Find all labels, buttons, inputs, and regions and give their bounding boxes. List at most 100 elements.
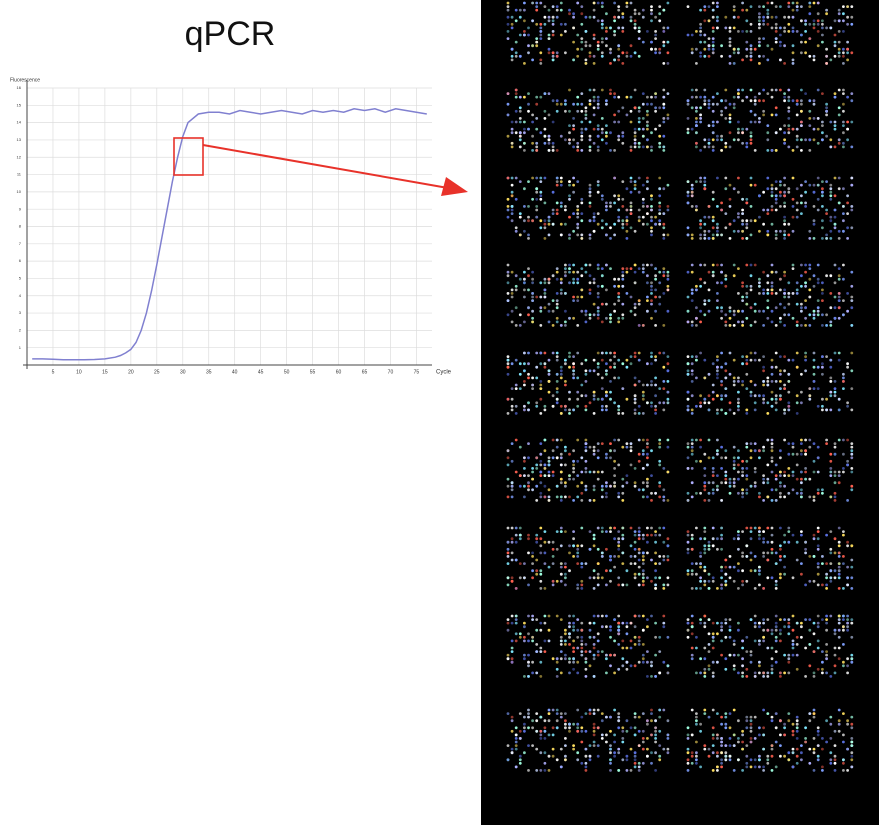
spot	[601, 321, 604, 324]
spot	[572, 317, 575, 320]
spot	[539, 306, 542, 309]
spot	[758, 359, 761, 362]
spot	[642, 16, 645, 19]
spot	[695, 142, 698, 145]
spot	[766, 138, 769, 141]
spot	[646, 723, 649, 726]
plot: 1234567891011121314151651015202530354045…	[17, 80, 432, 375]
spot	[750, 184, 753, 187]
spot	[601, 530, 604, 533]
spot	[642, 92, 645, 95]
spot	[787, 409, 790, 412]
spot	[646, 103, 649, 106]
spot	[729, 117, 732, 120]
spot	[621, 726, 624, 729]
spot	[775, 394, 778, 397]
spot	[527, 664, 530, 667]
spot	[850, 306, 853, 309]
spot	[568, 391, 571, 394]
spot	[539, 30, 542, 33]
spot	[630, 267, 633, 270]
spot	[817, 566, 820, 569]
spot	[838, 544, 841, 547]
spot	[838, 317, 841, 320]
spot	[766, 481, 769, 484]
spot	[667, 672, 670, 675]
spot	[703, 748, 706, 751]
spot	[758, 496, 761, 499]
spot	[800, 202, 803, 205]
spot	[654, 96, 657, 99]
spot	[662, 499, 665, 502]
spot	[531, 615, 534, 618]
spot	[737, 401, 740, 404]
spot	[630, 16, 633, 19]
spot	[724, 744, 727, 747]
spot	[535, 712, 538, 715]
spot	[642, 216, 645, 219]
spot	[787, 474, 790, 477]
spot	[658, 758, 661, 761]
spot	[560, 180, 563, 183]
spot	[813, 751, 816, 754]
spot	[834, 730, 837, 733]
spot	[838, 12, 841, 15]
spot	[834, 474, 837, 477]
spot	[779, 5, 782, 8]
spot	[572, 625, 575, 628]
spot	[771, 380, 774, 383]
spot	[642, 103, 645, 106]
spot	[762, 324, 765, 327]
spot	[699, 9, 702, 12]
spot	[703, 537, 706, 540]
spot	[630, 449, 633, 452]
spot	[630, 209, 633, 212]
spot	[775, 488, 778, 491]
spot	[564, 110, 567, 113]
spot	[783, 618, 786, 621]
spot	[511, 310, 514, 313]
spot	[589, 576, 592, 579]
spot	[507, 292, 510, 295]
spot	[548, 629, 551, 632]
spot	[846, 625, 849, 628]
spot	[556, 712, 559, 715]
spot	[712, 96, 715, 99]
spot	[519, 34, 522, 37]
spot	[775, 237, 778, 240]
spot	[548, 9, 551, 12]
spot	[792, 453, 795, 456]
spot	[572, 615, 575, 618]
spot	[762, 622, 765, 625]
spot	[507, 584, 510, 587]
spot	[572, 41, 575, 44]
spot	[630, 464, 633, 467]
spot	[699, 537, 702, 540]
spot	[729, 409, 732, 412]
spot	[695, 460, 698, 463]
spot	[585, 369, 588, 372]
spot	[511, 719, 514, 722]
spot	[687, 541, 690, 544]
spot	[548, 496, 551, 499]
spot	[548, 474, 551, 477]
spot	[572, 138, 575, 141]
spot	[548, 488, 551, 491]
spot	[609, 730, 612, 733]
spot	[572, 744, 575, 747]
spot	[766, 124, 769, 127]
spot	[762, 530, 765, 533]
spot	[762, 672, 765, 675]
spot	[800, 19, 803, 22]
spot	[813, 373, 816, 376]
spot	[821, 650, 824, 653]
spot	[850, 324, 853, 327]
spot	[613, 278, 616, 281]
spot	[724, 716, 727, 719]
spot	[572, 499, 575, 502]
spot	[638, 37, 641, 40]
spot	[626, 481, 629, 484]
spot	[539, 387, 542, 390]
y-tick-label: 1	[19, 345, 22, 350]
spot	[593, 391, 596, 394]
